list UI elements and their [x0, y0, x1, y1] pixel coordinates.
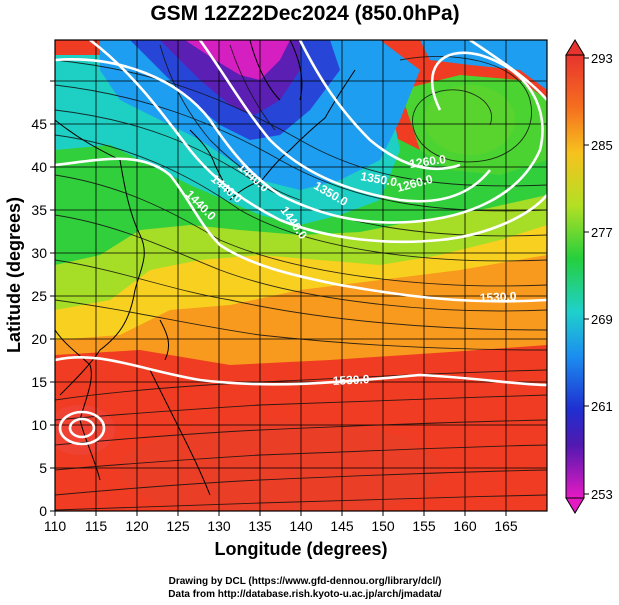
y-tick-label: 35 — [31, 202, 47, 218]
x-tick-label: 165 — [494, 518, 518, 534]
wind-streamlines — [55, 44, 547, 511]
colorbar: 293 285 277 269 261 253 — [565, 39, 613, 514]
colorbar-scale — [565, 54, 585, 499]
x-tick-label: 115 — [85, 518, 108, 534]
y-tick-label: 15 — [31, 374, 47, 390]
colorbar-bottom-arrow — [565, 497, 585, 514]
x-tick-label: 150 — [371, 518, 395, 534]
colorbar-tick-label: 277 — [591, 225, 613, 240]
y-tick-label: 30 — [31, 245, 47, 261]
x-tick-label: 135 — [248, 518, 272, 534]
contour-label: 1260.0 — [408, 152, 447, 171]
colorbar-top-arrow — [565, 39, 585, 56]
y-axis-title: Latitude (degrees) — [4, 197, 24, 353]
x-tick-label: 120 — [125, 518, 149, 534]
x-tick-label: 110 — [44, 518, 67, 534]
colorbar-tick-label: 253 — [591, 487, 613, 502]
credit-data-source: Data from http://database.rish.kyoto-u.a… — [168, 589, 442, 600]
y-tick-labels: 0 5 10 15 20 25 30 35 40 45 — [31, 116, 47, 519]
contour-label: 1530.0 — [332, 372, 370, 388]
y-tick-label: 40 — [31, 159, 47, 175]
contour-label: 1530.0 — [479, 289, 517, 305]
y-tick-label: 5 — [39, 460, 47, 476]
x-tick-label: 125 — [166, 518, 190, 534]
colorbar-tick-label: 269 — [591, 312, 613, 327]
x-tick-label: 155 — [412, 518, 436, 534]
y-tick-label: 0 — [39, 503, 47, 519]
colorbar-tick-label: 293 — [591, 51, 613, 66]
coastlines — [55, 40, 356, 496]
y-tick-label: 20 — [31, 331, 47, 347]
colorbar-tick-label: 285 — [591, 138, 613, 153]
axis-tick-marks — [50, 80, 507, 516]
x-tick-label: 140 — [289, 518, 313, 534]
y-tick-label: 10 — [31, 417, 47, 433]
y-tick-label: 45 — [31, 116, 47, 132]
credit-drawing: Drawing by DCL (https://www.gfd-dennou.o… — [168, 576, 442, 587]
x-axis-title: Longitude (degrees) — [214, 539, 387, 559]
grid — [55, 40, 547, 511]
x-tick-label: 130 — [207, 518, 231, 534]
y-tick-label: 25 — [31, 288, 47, 304]
geopotential-contours — [55, 40, 547, 446]
x-tick-label: 160 — [453, 518, 477, 534]
colorbar-tick-label: 261 — [591, 399, 613, 414]
contour-label: 1350.0 — [359, 169, 398, 189]
x-tick-labels: 110 115 120 125 130 135 140 145 150 155 … — [44, 518, 518, 534]
temperature-field — [55, 40, 547, 511]
map-title: GSM 12Z22Dec2024 (850.0hPa) — [150, 2, 460, 25]
x-tick-label: 145 — [330, 518, 354, 534]
